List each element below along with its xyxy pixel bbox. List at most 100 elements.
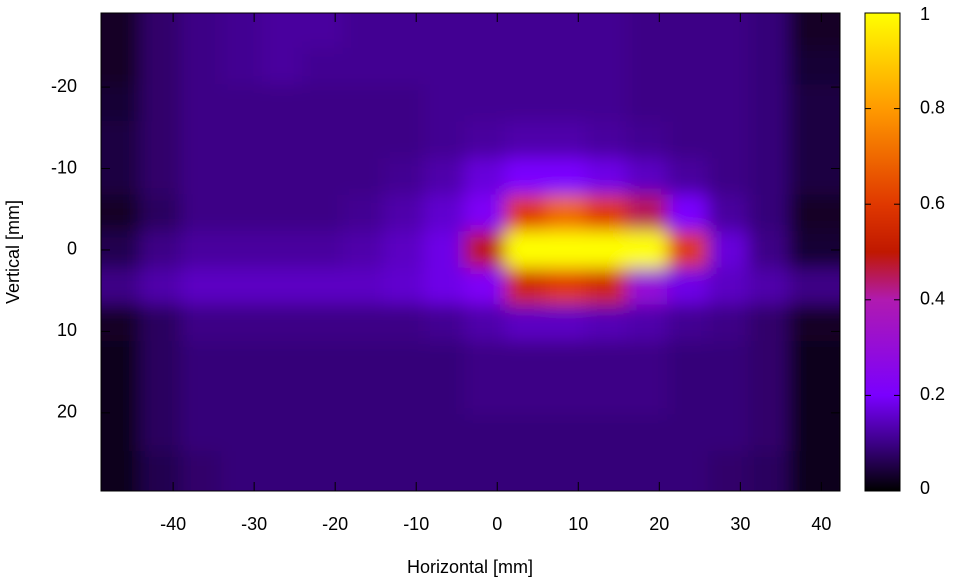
- heat-cell: [140, 84, 182, 123]
- heat-cell: [585, 13, 628, 49]
- heat-cell: [423, 47, 466, 86]
- heat-cell: [464, 377, 506, 416]
- heat-cell: [585, 451, 628, 491]
- heat-cell: [464, 84, 506, 123]
- heat-cell: [423, 84, 466, 123]
- colorbar-tick-label: 0.6: [920, 193, 945, 213]
- heat-cell: [504, 84, 547, 123]
- heat-cell: [626, 121, 668, 159]
- heat-cell: [302, 377, 344, 416]
- x-tick-label: 0: [492, 514, 502, 534]
- heat-cell: [545, 231, 587, 269]
- heat-cell: [545, 377, 587, 416]
- heat-cell: [261, 121, 304, 159]
- heat-cell: [504, 231, 547, 269]
- heat-cell: [383, 13, 425, 49]
- heat-cell: [140, 267, 182, 306]
- heat-cell: [180, 341, 223, 379]
- heat-cell: [666, 121, 709, 159]
- heat-cell: [666, 451, 709, 491]
- heat-cell: [585, 84, 628, 123]
- heat-cell: [545, 341, 587, 379]
- heat-cell: [666, 157, 709, 196]
- heat-cell: [383, 47, 425, 86]
- heat-cell: [788, 47, 840, 86]
- heat-cell: [261, 13, 304, 49]
- heat-cell: [666, 304, 709, 343]
- y-tick-label: -10: [51, 157, 77, 177]
- heat-cell: [545, 451, 587, 491]
- heat-cell: [747, 267, 790, 306]
- heat-cell: [788, 157, 840, 196]
- heat-cell: [101, 121, 142, 159]
- heat-cell: [747, 451, 790, 491]
- heat-cell: [707, 414, 749, 453]
- heat-cell: [180, 414, 223, 453]
- heat-cell: [666, 377, 709, 416]
- heat-cell: [707, 341, 749, 379]
- heat-cell: [666, 341, 709, 379]
- heat-cell: [101, 304, 142, 343]
- colorbar-tick-label: 0: [920, 478, 930, 498]
- heat-cell: [464, 47, 506, 86]
- heat-cell: [180, 157, 223, 196]
- heat-cell: [626, 304, 668, 343]
- heat-cell: [383, 194, 425, 233]
- heat-cell: [545, 121, 587, 159]
- heat-cell: [342, 267, 385, 306]
- heat-cell: [101, 84, 142, 123]
- heat-cell: [342, 377, 385, 416]
- heat-cell: [261, 451, 304, 491]
- heat-cell: [383, 121, 425, 159]
- heat-cell: [221, 231, 263, 269]
- heat-cell: [342, 84, 385, 123]
- heat-cell: [180, 47, 223, 86]
- heat-cell: [626, 451, 668, 491]
- heat-cell: [626, 84, 668, 123]
- heat-cell: [504, 451, 547, 491]
- heat-cell: [626, 231, 668, 269]
- heat-cell: [585, 414, 628, 453]
- heat-cell: [423, 231, 466, 269]
- heat-cell: [383, 231, 425, 269]
- heat-cell: [707, 377, 749, 416]
- heat-cell: [585, 194, 628, 233]
- heat-cell: [707, 194, 749, 233]
- heat-cell: [342, 194, 385, 233]
- heat-cell: [101, 13, 142, 49]
- plot-frame: [100, 12, 841, 492]
- heat-cell: [261, 84, 304, 123]
- heat-cell: [221, 13, 263, 49]
- heat-cell: [180, 267, 223, 306]
- heat-cell: [464, 157, 506, 196]
- heat-cell: [666, 267, 709, 306]
- heat-cell: [261, 231, 304, 269]
- heat-cell: [707, 267, 749, 306]
- heat-cell: [585, 157, 628, 196]
- heat-cell: [545, 267, 587, 306]
- heat-cell: [585, 47, 628, 86]
- heat-cell: [585, 121, 628, 159]
- heat-cell: [101, 47, 142, 86]
- heat-cell: [666, 84, 709, 123]
- heat-cell: [261, 47, 304, 86]
- heat-cell: [747, 47, 790, 86]
- heat-cell: [788, 267, 840, 306]
- heat-cell: [504, 267, 547, 306]
- heat-cell: [464, 451, 506, 491]
- heat-cell: [302, 267, 344, 306]
- heat-cell: [423, 377, 466, 416]
- heat-cell: [747, 377, 790, 416]
- heat-cell: [140, 377, 182, 416]
- heat-cell: [342, 304, 385, 343]
- heat-cell: [666, 194, 709, 233]
- x-tick-label: -30: [241, 514, 267, 534]
- heat-cell: [140, 47, 182, 86]
- heat-cell: [747, 13, 790, 49]
- heat-cell: [707, 121, 749, 159]
- heat-cell: [585, 304, 628, 343]
- heat-cell: [545, 304, 587, 343]
- heat-cell: [302, 451, 344, 491]
- x-tick-label: 20: [649, 514, 669, 534]
- heat-cell: [140, 13, 182, 49]
